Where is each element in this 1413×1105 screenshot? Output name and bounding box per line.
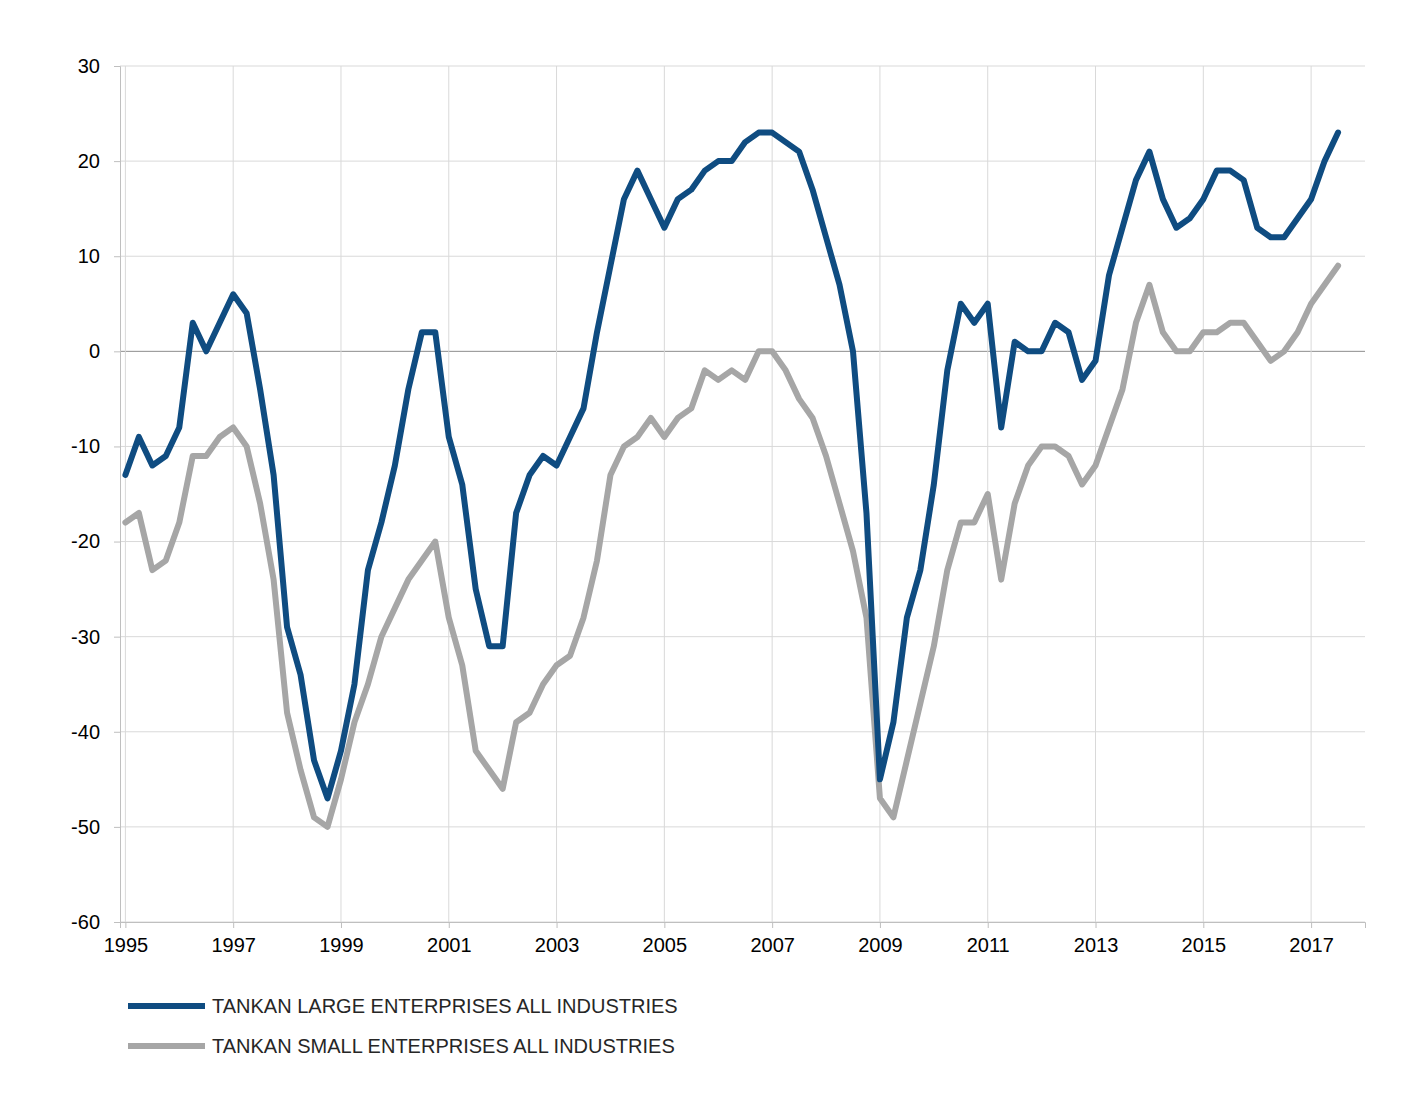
grid-line-x — [233, 66, 234, 922]
grid-line-x — [125, 66, 126, 922]
legend: TANKAN LARGE ENTERPRISES ALL INDUSTRIES T… — [128, 995, 678, 1057]
y-tick: 10 — [78, 245, 120, 267]
grid — [120, 66, 1365, 922]
y-tick-label: -60 — [71, 911, 100, 933]
x-tick: 2017 — [1289, 922, 1334, 956]
grid-line-x — [1095, 66, 1096, 922]
x-tick-label: 1995 — [104, 934, 149, 956]
y-tick-mark — [114, 161, 120, 162]
y-axis: -60 -50 -40 -30 -20 -10 0 10 20 30 — [71, 55, 120, 933]
x-tick: 1997 — [211, 922, 256, 956]
x-tick: 2009 — [858, 922, 903, 956]
lines — [125, 133, 1338, 827]
x-tick-mark — [233, 922, 234, 928]
y-tick-label: -10 — [71, 435, 100, 457]
y-tick: -20 — [71, 530, 120, 552]
y-tick-mark — [114, 922, 120, 923]
y-tick-mark — [114, 637, 120, 638]
y-tick: 0 — [89, 340, 120, 362]
y-tick-mark — [114, 351, 120, 352]
y-tick-label: 0 — [89, 340, 100, 362]
y-tick-label: 30 — [78, 55, 100, 77]
x-tick: 2015 — [1182, 922, 1227, 956]
y-tick-label: -50 — [71, 816, 100, 838]
grid-line-y — [120, 66, 1365, 67]
x-tick: 2003 — [535, 922, 580, 956]
grid-line-y — [120, 161, 1365, 162]
x-tick-mark — [772, 922, 773, 928]
x-tick-mark — [1203, 922, 1204, 928]
grid-line-y — [120, 256, 1365, 257]
x-tick-mark — [1096, 922, 1097, 928]
y-tick-mark — [114, 256, 120, 257]
grid-line-x — [772, 66, 773, 922]
y-tick-label: -40 — [71, 721, 100, 743]
grid-line-y — [120, 636, 1365, 637]
y-tick-label: 20 — [78, 150, 100, 172]
y-tick-label: 10 — [78, 245, 100, 267]
x-tick-mark — [557, 922, 558, 928]
x-tick-mark — [341, 922, 342, 928]
y-tick: -40 — [71, 721, 120, 743]
x-tick-label: 2001 — [427, 934, 472, 956]
x-tick: 2013 — [1074, 922, 1119, 956]
grid-line-y — [120, 541, 1365, 542]
y-tick: -10 — [71, 435, 120, 457]
x-tick-label: 2005 — [643, 934, 688, 956]
x-tick-label: 2011 — [967, 934, 1010, 956]
y-tick-label: -30 — [71, 626, 100, 648]
y-axis-line — [114, 67, 121, 923]
x-axis: 1995 1997 1999 2001 2003 2005 2007 2009 2011 2013… — [104, 922, 1366, 956]
y-tick: -30 — [71, 626, 120, 648]
grid-line-x — [448, 66, 449, 922]
y-tick-mark — [114, 66, 120, 67]
x-tick-label: 1999 — [319, 934, 364, 956]
y-tick-mark — [114, 827, 120, 828]
y-tick-label: -20 — [71, 530, 100, 552]
x-tick: 2005 — [643, 922, 688, 956]
grid-line-x — [556, 66, 557, 922]
x-tick-label: 1997 — [211, 934, 256, 956]
legend-swatch — [128, 1003, 205, 1009]
x-tick: 2007 — [750, 922, 795, 956]
legend-label: TANKAN SMALL ENTERPRISES ALL INDUSTRIES — [212, 1035, 675, 1057]
x-tick-mark — [125, 922, 126, 928]
x-tick: 2001 — [427, 922, 472, 956]
y-tick: 20 — [78, 150, 120, 172]
y-tick-mark — [114, 446, 120, 447]
grid-line-x — [340, 66, 341, 922]
series-line — [125, 133, 1338, 799]
x-tick-label: 2013 — [1074, 934, 1119, 956]
x-tick-mark — [880, 922, 881, 928]
x-tick-mark — [664, 922, 665, 928]
x-tick: 2011 — [967, 922, 1010, 956]
y-tick: 30 — [78, 55, 120, 77]
grid-line-y — [120, 826, 1365, 827]
x-tick-mark — [1311, 922, 1312, 928]
y-tick-mark — [114, 542, 120, 543]
x-tick-mark — [988, 922, 989, 928]
x-tick: 1999 — [319, 922, 364, 956]
legend-label: TANKAN LARGE ENTERPRISES ALL INDUSTRIES — [212, 995, 678, 1017]
x-tick-label: 2007 — [750, 934, 795, 956]
legend-swatch — [128, 1043, 205, 1049]
x-tick-label: 2009 — [858, 934, 903, 956]
x-tick-label: 2017 — [1289, 934, 1334, 956]
x-tick-label: 2015 — [1182, 934, 1227, 956]
x-tick: 1995 — [104, 922, 149, 956]
grid-line-y — [120, 446, 1365, 447]
grid-line-x — [664, 66, 665, 922]
x-tick-mark — [449, 922, 450, 928]
series-line — [125, 266, 1338, 827]
y-tick-mark — [114, 732, 120, 733]
chart: 1995 1997 1999 2001 2003 2005 2007 2009 2011 2013… — [0, 0, 1413, 1105]
y-tick: -50 — [71, 816, 120, 838]
y-tick: -60 — [71, 911, 120, 933]
x-axis-line — [121, 923, 1366, 929]
x-tick-label: 2003 — [535, 934, 580, 956]
